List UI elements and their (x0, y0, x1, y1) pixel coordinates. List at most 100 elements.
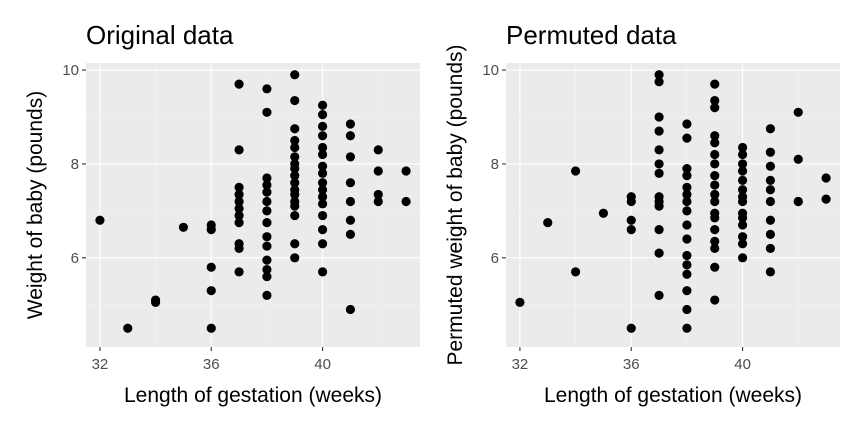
data-point (515, 297, 525, 308)
data-point (682, 182, 692, 192)
data-point (234, 267, 244, 277)
data-point (234, 79, 244, 89)
data-point (234, 210, 244, 221)
data-point (290, 210, 300, 221)
data-point (654, 248, 664, 258)
data-point (710, 243, 720, 254)
data-point (262, 255, 272, 265)
data-point (821, 173, 831, 183)
x-tick-label: 40 (734, 356, 751, 373)
y-axis-ticks: 6 8 10 (62, 62, 86, 267)
chart-title: Permuted data (506, 20, 677, 50)
data-point (543, 218, 553, 228)
y-tick-label: 8 (491, 156, 499, 173)
data-point (626, 196, 636, 207)
data-point (682, 206, 692, 216)
data-point (317, 149, 328, 160)
data-point (765, 161, 776, 171)
data-point (290, 178, 300, 188)
data-point (737, 166, 748, 176)
data-point (765, 185, 776, 195)
data-point (290, 171, 300, 181)
data-point (206, 262, 216, 272)
data-point (710, 236, 720, 246)
data-point (290, 164, 300, 174)
data-point (290, 201, 300, 211)
data-point (262, 107, 272, 117)
data-point (793, 196, 803, 207)
data-point (654, 145, 664, 155)
data-point (373, 189, 383, 200)
data-point (345, 215, 356, 225)
plot-area (86, 63, 420, 347)
data-point (654, 70, 664, 80)
data-point (290, 253, 300, 263)
data-point (262, 187, 272, 197)
data-point (626, 215, 636, 225)
data-point (737, 175, 748, 185)
data-point (234, 182, 244, 192)
data-point (737, 213, 748, 223)
data-point (373, 145, 383, 155)
y-axis-ticks: 6 8 10 (482, 62, 506, 267)
data-point (345, 196, 356, 207)
data-point (710, 295, 720, 305)
x-tick-label: 36 (203, 356, 220, 373)
data-point (317, 100, 328, 110)
data-point (654, 201, 664, 211)
data-point (290, 142, 300, 153)
data-point (737, 159, 748, 169)
data-point (317, 225, 328, 235)
data-point (710, 95, 720, 106)
data-point (765, 175, 776, 185)
x-axis-ticks: 32 36 40 (92, 347, 331, 373)
data-point (317, 131, 328, 141)
data-point (290, 95, 300, 106)
data-point (654, 126, 664, 136)
chart-title: Original data (86, 20, 234, 50)
data-point (206, 225, 216, 235)
x-tick-label: 32 (92, 356, 109, 373)
data-point (290, 70, 300, 80)
data-point (290, 135, 300, 146)
data-point (345, 119, 356, 129)
data-point (765, 243, 776, 254)
data-point (345, 131, 356, 141)
data-point (710, 79, 720, 89)
data-point (290, 239, 300, 249)
data-point (682, 133, 692, 143)
x-tick-label: 36 (623, 356, 640, 373)
data-point (710, 102, 720, 113)
data-point (290, 152, 300, 162)
x-axis-ticks: 32 36 40 (512, 347, 751, 373)
data-points (515, 70, 831, 333)
data-point (682, 119, 692, 129)
data-point (206, 286, 216, 296)
data-point (234, 243, 244, 254)
data-point (290, 124, 300, 134)
data-point (710, 196, 720, 207)
data-point (317, 161, 328, 171)
x-tick-label: 32 (512, 356, 529, 373)
data-point (345, 178, 356, 188)
x-axis-title: Length of gestation (weeks) (544, 384, 802, 407)
data-point (262, 218, 272, 228)
data-point (401, 166, 411, 176)
data-point (373, 166, 383, 176)
data-point (317, 142, 328, 153)
data-point (793, 107, 803, 117)
data-point (234, 189, 244, 200)
data-point (317, 168, 328, 178)
data-point (234, 145, 244, 155)
data-point (682, 304, 692, 315)
data-point (654, 168, 664, 178)
data-point (262, 241, 272, 251)
data-point (737, 149, 748, 160)
y-tick-label: 6 (491, 250, 499, 267)
data-point (317, 192, 328, 202)
data-point (682, 234, 692, 244)
data-point (150, 297, 161, 308)
data-point (654, 159, 664, 169)
data-point (710, 213, 720, 223)
data-point (682, 171, 692, 181)
